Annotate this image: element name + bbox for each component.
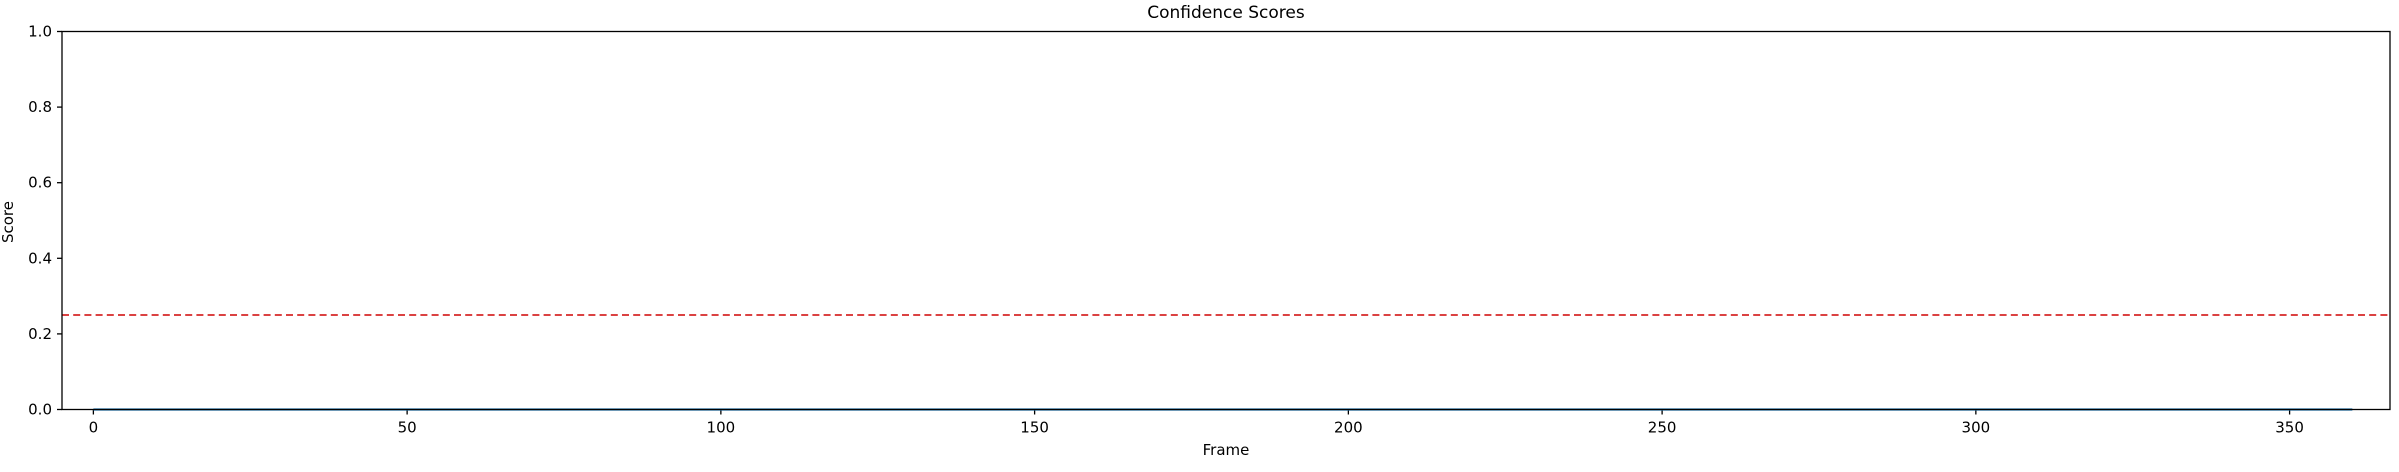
y-axis-label: Score [0,201,17,244]
x-axis-label: Frame [1202,441,1250,459]
y-tick-label: 0.0 [28,401,52,419]
chart-title: Confidence Scores [1147,3,1305,23]
y-tick-label: 1.0 [28,23,52,41]
x-tick-label: 50 [398,419,417,437]
y-tick-label: 0.6 [28,174,52,192]
y-tick-label: 0.2 [28,325,52,343]
x-tick-label: 150 [1020,419,1049,437]
x-tick-label: 350 [2275,419,2304,437]
axes-spines [61,30,2391,411]
x-tick-label: 300 [1962,419,1991,437]
x-tick-label: 100 [707,419,736,437]
x-tick-label: 200 [1334,419,1363,437]
y-tick-label: 0.4 [28,249,52,267]
y-tick-label: 0.8 [28,98,52,116]
x-tick-label: 0 [89,419,99,437]
x-tick-label: 250 [1648,419,1677,437]
